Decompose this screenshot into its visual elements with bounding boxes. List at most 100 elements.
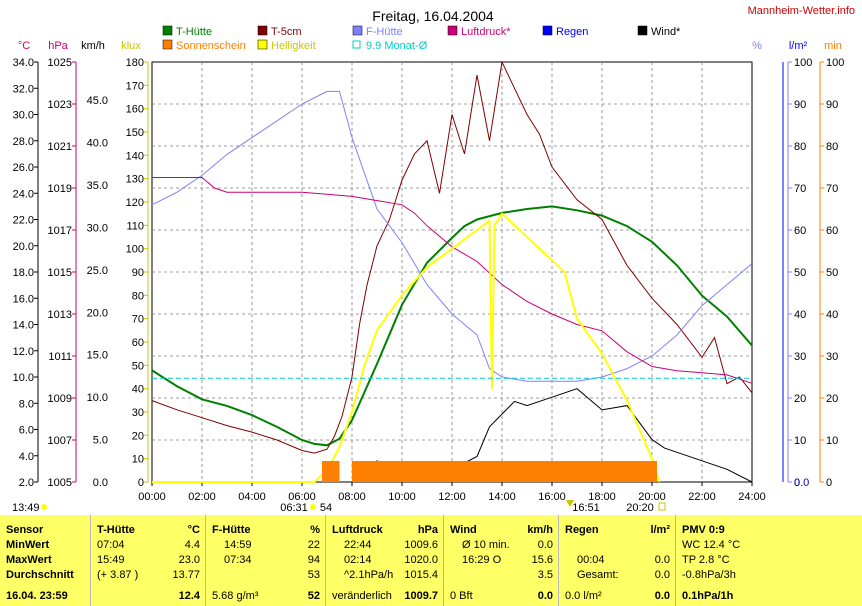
chart-legend: T-Hütte T-5cm F-Hütte Luftdruck* Regen Wind* S… — [162, 25, 681, 52]
sunshine-bar — [322, 461, 340, 482]
x-tick-label: 14:00 — [488, 491, 516, 503]
annotation-label: 20:20 — [626, 502, 654, 514]
x-tick-label: 08:00 — [338, 491, 366, 503]
stats-column: Luftdruck hPa 22:44 1009.6 02:14 1020.0 ^2.1hP… — [325, 515, 444, 606]
column-unit: km/h — [527, 524, 553, 536]
y-tick-label: 40 — [826, 309, 838, 321]
column-head: Luftdruck — [332, 524, 383, 536]
row-value: 15.6 — [531, 554, 553, 566]
x-tick-label: 18:00 — [588, 491, 616, 503]
row-label: ^2.1hPa/h — [344, 569, 394, 581]
y-tick-label: 0 — [794, 477, 800, 489]
y-tick-label: 16.0 — [13, 293, 34, 305]
row-label: 22:44 — [344, 539, 372, 551]
y-tick-label: 0 — [138, 477, 144, 489]
axis-unit: °C — [18, 40, 30, 52]
chart-series — [151, 60, 753, 483]
row-label: (+ 3.87 ) — [97, 569, 139, 581]
legend-swatch — [447, 25, 458, 36]
y-tick-label: 40 — [794, 309, 806, 321]
y-tick-label: 60 — [794, 225, 806, 237]
y-tick-label: 50 — [132, 360, 144, 372]
sun-icon — [310, 504, 316, 510]
y-tick-label: 34.0 — [13, 57, 34, 69]
column-head: Wind — [450, 524, 477, 536]
y-tick-label: 1013 — [48, 309, 72, 321]
foot-label: 0 Bft — [450, 590, 473, 602]
y-tick-label: 0 — [826, 477, 832, 489]
row-value: 1020.0 — [404, 554, 438, 566]
column-head: Sensor — [6, 524, 44, 536]
series-line-f-h-tte — [151, 90, 753, 382]
y-tick-label: 30 — [794, 351, 806, 363]
annotation-label: 54 — [320, 502, 332, 514]
y-tick-label: 1019 — [48, 183, 72, 195]
y-tick-label: 35.0 — [87, 180, 108, 192]
legend-swatch — [637, 25, 648, 36]
foot-label: veränderlich — [332, 590, 392, 602]
stats-column: Regen l/m² 00:04 0.0 Gesamt: 0.0 0.0 l/m² 0.0 — [558, 515, 676, 606]
y-tick-label: 170 — [126, 80, 144, 92]
y-tick-label: 1007 — [48, 435, 72, 447]
y-tick-label: 40 — [132, 384, 144, 396]
axis-unit: % — [752, 40, 762, 52]
sunshine-bar — [477, 461, 502, 482]
stats-column: Sensor MinWert MaxWert Durchschnitt 16.04. 2… — [0, 515, 90, 606]
y-tick-label: 10 — [132, 454, 144, 466]
foot-value: 0.0 — [654, 590, 670, 602]
chart-title: Freitag, 16.04.2004 — [372, 8, 494, 24]
y-tick-label: 120 — [126, 197, 144, 209]
foot-value: 0.1hPa/1h — [682, 590, 734, 602]
row-label: MaxWert — [6, 554, 52, 566]
chart-axes: 00:00 02:00 04:00 06:00 08:00 10:00 12:00 14:00… — [13, 57, 845, 503]
x-tick-label: 24:00 — [738, 491, 766, 503]
sunshine-bar — [352, 461, 377, 482]
y-tick-label: 20.0 — [13, 241, 34, 253]
column-unit: °C — [187, 524, 200, 536]
y-tick-label: 10.0 — [87, 392, 108, 404]
sunshine-bar — [402, 461, 427, 482]
series-line-t-5cm — [151, 60, 753, 454]
y-tick-label: 20 — [794, 393, 806, 405]
stats-column: PMV 0:9 WC 12.4 °C TP 2.8 °C -0.8hPa/3h 0.1h… — [675, 515, 862, 606]
row-label: 07:04 — [97, 539, 125, 551]
row-value: 3.5 — [537, 569, 553, 581]
y-tick-label: 6.0 — [19, 425, 34, 437]
foot-value: 52 — [307, 590, 320, 602]
column-unit: hPa — [417, 524, 438, 536]
y-tick-label: 12.0 — [13, 346, 34, 358]
row-label: 07:34 — [224, 554, 252, 566]
row-label: 15:49 — [97, 554, 125, 566]
y-tick-label: 20.0 — [87, 307, 108, 319]
sunshine-bar — [652, 461, 657, 482]
sunshine-bar — [377, 461, 402, 482]
legend-label: T-Hütte — [176, 26, 212, 38]
stats-table: Sensor MinWert MaxWert Durchschnitt 16.04. 2… — [0, 515, 862, 606]
y-tick-label: 28.0 — [13, 136, 34, 148]
y-tick-label: 32.0 — [13, 83, 34, 95]
y-tick-label: 90 — [826, 99, 838, 111]
sunshine-bar — [627, 461, 652, 482]
y-tick-label: 100 — [794, 57, 812, 69]
legend-swatch — [542, 25, 553, 36]
y-tick-label: 30.0 — [87, 222, 108, 234]
y-tick-label: 40.0 — [87, 138, 108, 150]
y-tick-label: 26.0 — [13, 162, 34, 174]
legend-label: Sonnenschein — [176, 40, 246, 52]
legend-swatch — [162, 25, 173, 36]
legend-swatch — [257, 39, 268, 50]
foot-value: 0.0 — [537, 590, 553, 602]
legend-label: T-5cm — [271, 26, 302, 38]
y-tick-label: 50 — [794, 267, 806, 279]
y-tick-label: 30 — [826, 351, 838, 363]
stats-column: Wind km/h Ø 10 min. 0.0 16:29 O 15.6 3.5 0 Bft 0… — [443, 515, 559, 606]
row-value: 23.0 — [178, 554, 200, 566]
y-tick-label: 2.0 — [19, 477, 34, 489]
row-value: 0.0 — [537, 539, 553, 551]
site-link[interactable]: Mannheim-Wetter.info — [748, 5, 855, 17]
sunshine-bar — [502, 461, 527, 482]
weather-chart: Freitag, 16.04.2004 Mannheim-Wetter.info… — [12, 5, 855, 514]
column-unit: l/m² — [650, 524, 670, 536]
column-head: Regen — [565, 524, 599, 536]
annotation-label: 06:31 — [280, 502, 308, 514]
